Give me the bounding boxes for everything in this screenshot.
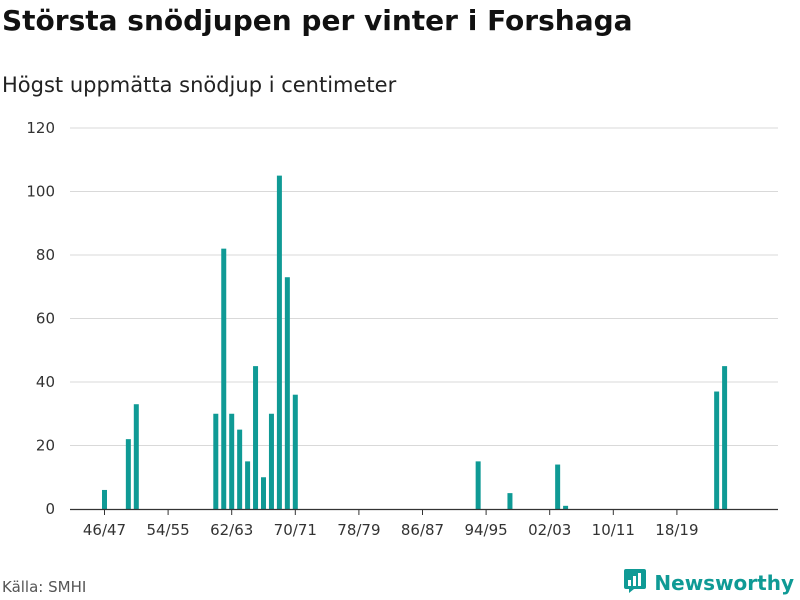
bar-04/05 <box>563 505 569 509</box>
bar-undefined <box>722 366 728 509</box>
x-tick-label: 18/19 <box>655 521 698 539</box>
x-tick-label: 46/47 <box>83 521 126 539</box>
x-tick-label: 02/03 <box>528 521 571 539</box>
y-tick-label: 0 <box>45 500 55 518</box>
bar-03/04 <box>555 464 561 509</box>
bar-70/71 <box>292 394 298 509</box>
y-tick-label: 100 <box>26 183 55 201</box>
x-tick-label: 62/63 <box>210 521 253 539</box>
x-tick-label: 70/71 <box>274 521 317 539</box>
source-note: Källa: SMHI <box>2 578 87 596</box>
x-tick-label: 54/55 <box>146 521 189 539</box>
x-tick-label: 94/95 <box>464 521 507 539</box>
bar-63/64 <box>237 429 243 509</box>
x-axis-ticks: 46/47 54/55 62/63 70/71 78/79 86/87 94/95 02/03… <box>83 510 699 539</box>
gridlines <box>70 127 778 446</box>
bar-93/94 <box>475 461 481 509</box>
bar-97/98 <box>507 493 513 509</box>
bar-62/63 <box>229 413 235 509</box>
chart-subtitle: Högst uppmätta snödjup i centimeter <box>2 73 397 97</box>
bar-61/62 <box>221 248 227 509</box>
bar-69/70 <box>284 277 290 509</box>
bar-67/68 <box>268 413 274 509</box>
bar-68/69 <box>276 175 282 509</box>
bar-49/50 <box>125 439 131 509</box>
y-tick-label: 80 <box>36 246 55 264</box>
chart-title: Största snödjupen per vinter i Forshaga <box>2 4 633 37</box>
bars <box>102 175 728 509</box>
bar-65/66 <box>253 366 259 509</box>
newsworthy-logo: Newsworthy <box>622 568 794 598</box>
bar-chart-icon <box>622 568 648 598</box>
x-tick-label: 78/79 <box>337 521 380 539</box>
y-tick-label: 40 <box>36 373 55 391</box>
bar-23/24 <box>714 391 720 509</box>
y-axis-ticks: 0 20 40 60 80 100 120 <box>26 119 55 518</box>
x-tick-label: 86/87 <box>401 521 444 539</box>
bar-50/51 <box>133 404 139 509</box>
y-tick-label: 20 <box>36 437 55 455</box>
bar-64/65 <box>245 461 251 509</box>
bar-60/61 <box>213 413 219 509</box>
bar-46/47 <box>102 489 107 509</box>
y-tick-label: 60 <box>36 310 55 328</box>
bar-66/67 <box>261 477 266 509</box>
x-tick-label: 10/11 <box>592 521 635 539</box>
y-tick-label: 120 <box>26 119 55 137</box>
brand-name: Newsworthy <box>654 571 794 595</box>
